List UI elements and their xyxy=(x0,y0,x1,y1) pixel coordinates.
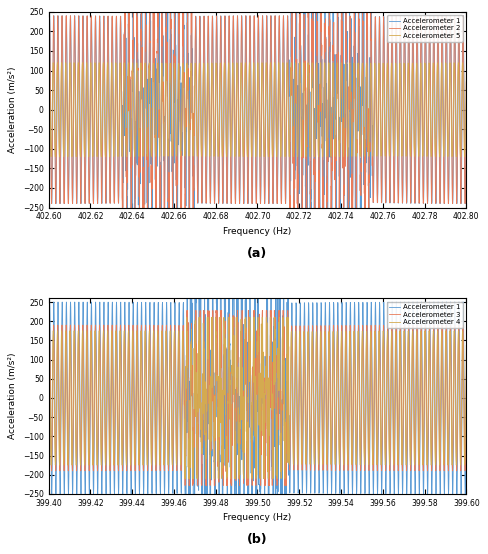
Accelerometer 2 xyxy=(46,79,52,85)
X-axis label: Frequency (Hz): Frequency (Hz) xyxy=(224,514,292,522)
Accelerometer 4 xyxy=(184,314,190,321)
Line: Accelerometer 1: Accelerometer 1 xyxy=(49,283,467,513)
Accelerometer 4 xyxy=(182,475,187,482)
Accelerometer 2 xyxy=(198,69,203,75)
Accelerometer 3 xyxy=(249,482,255,489)
Accelerometer 2 xyxy=(357,149,363,156)
Accelerometer 5 xyxy=(96,68,102,74)
Accelerometer 5 xyxy=(464,70,469,76)
Legend: Accelerometer 1, Accelerometer 2, Accelerometer 5: Accelerometer 1, Accelerometer 2, Accele… xyxy=(386,16,463,42)
Text: (a): (a) xyxy=(247,247,267,260)
Accelerometer 1 xyxy=(259,30,265,37)
Accelerometer 4 xyxy=(249,399,255,406)
Accelerometer 1 xyxy=(96,99,102,106)
Accelerometer 2 xyxy=(132,219,138,225)
Accelerometer 4 xyxy=(67,327,73,334)
Accelerometer 3 xyxy=(67,336,73,342)
Accelerometer 4 xyxy=(451,330,457,336)
Accelerometer 1 xyxy=(452,304,458,310)
Accelerometer 1 xyxy=(451,317,457,324)
Accelerometer 5 xyxy=(107,153,113,160)
Accelerometer 1 xyxy=(46,106,52,113)
Legend: Accelerometer 1, Accelerometer 3, Accelerometer 4: Accelerometer 1, Accelerometer 3, Accele… xyxy=(386,302,463,328)
Accelerometer 1 xyxy=(198,45,203,52)
Accelerometer 2 xyxy=(259,17,265,24)
Accelerometer 1 xyxy=(183,510,188,516)
Accelerometer 4 xyxy=(46,342,52,348)
Y-axis label: Acceleration (m/s²): Acceleration (m/s²) xyxy=(8,66,18,153)
Accelerometer 5 xyxy=(46,70,52,76)
Accelerometer 4 xyxy=(238,316,244,322)
Accelerometer 1 xyxy=(464,394,469,401)
X-axis label: Frequency (Hz): Frequency (Hz) xyxy=(224,227,292,236)
Accelerometer 1 xyxy=(67,337,73,343)
Accelerometer 5 xyxy=(259,62,265,69)
Accelerometer 1 xyxy=(184,280,190,286)
Accelerometer 1 xyxy=(357,66,363,73)
Text: (b): (b) xyxy=(247,533,268,546)
Accelerometer 5 xyxy=(197,86,203,93)
Accelerometer 2 xyxy=(107,186,113,193)
Accelerometer 5 xyxy=(288,62,294,69)
Accelerometer 1 xyxy=(464,106,469,113)
Line: Accelerometer 1: Accelerometer 1 xyxy=(49,0,467,222)
Line: Accelerometer 2: Accelerometer 2 xyxy=(49,0,467,222)
Accelerometer 5 xyxy=(282,153,288,160)
Accelerometer 3 xyxy=(464,373,469,379)
Accelerometer 3 xyxy=(182,482,188,489)
Accelerometer 4 xyxy=(464,342,469,348)
Accelerometer 5 xyxy=(357,138,363,145)
Y-axis label: Acceleration (m/s²): Acceleration (m/s²) xyxy=(8,353,18,439)
Accelerometer 3 xyxy=(184,307,190,314)
Accelerometer 3 xyxy=(451,326,457,332)
Line: Accelerometer 4: Accelerometer 4 xyxy=(49,317,467,479)
Accelerometer 3 xyxy=(238,376,244,382)
Line: Accelerometer 5: Accelerometer 5 xyxy=(49,63,467,157)
Accelerometer 2 xyxy=(288,31,294,38)
Accelerometer 1 xyxy=(288,5,294,12)
Accelerometer 2 xyxy=(464,79,469,85)
Accelerometer 1 xyxy=(249,452,255,458)
Accelerometer 3 xyxy=(452,322,458,329)
Accelerometer 1 xyxy=(123,219,129,225)
Accelerometer 1 xyxy=(238,391,244,398)
Line: Accelerometer 3: Accelerometer 3 xyxy=(49,310,467,485)
Accelerometer 4 xyxy=(375,402,381,409)
Accelerometer 1 xyxy=(107,168,113,175)
Accelerometer 3 xyxy=(46,373,52,379)
Accelerometer 1 xyxy=(46,394,52,401)
Accelerometer 2 xyxy=(96,72,102,79)
Accelerometer 5 xyxy=(284,59,290,66)
Accelerometer 4 xyxy=(452,338,458,345)
Accelerometer 1 xyxy=(375,476,381,483)
Accelerometer 3 xyxy=(375,442,381,449)
